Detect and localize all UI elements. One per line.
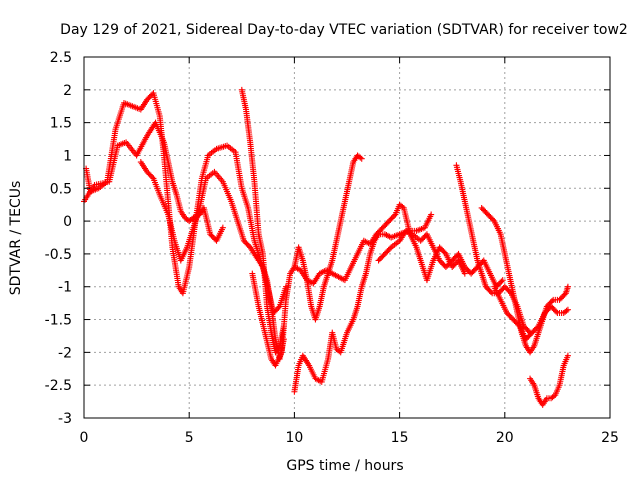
data-point xyxy=(428,211,435,218)
data-point xyxy=(358,155,365,162)
data-point xyxy=(563,307,570,314)
y-tick-label: 2.5 xyxy=(50,50,72,66)
series-sat-h xyxy=(375,227,506,290)
data-point xyxy=(490,216,497,223)
x-tick-label: 20 xyxy=(496,430,514,446)
y-tick-label: -1.5 xyxy=(45,313,72,329)
x-tick-label: 5 xyxy=(185,430,194,446)
grid xyxy=(84,57,610,418)
data-point xyxy=(441,249,448,256)
data-point xyxy=(534,324,541,331)
x-axis-label: GPS time / hours xyxy=(286,458,403,474)
y-tick-label: 0.5 xyxy=(50,181,72,197)
data-point xyxy=(487,288,494,295)
x-tick-label: 10 xyxy=(285,430,303,446)
series-sat-e xyxy=(249,152,365,369)
data-point xyxy=(550,393,557,400)
data-point xyxy=(515,321,522,328)
x-tick-label: 25 xyxy=(601,430,619,446)
y-tick-label: -1 xyxy=(58,280,72,296)
y-tick-label: 2 xyxy=(63,83,72,99)
plot-frame xyxy=(83,56,611,419)
series-sat-f xyxy=(291,211,435,395)
y-tick-label: -0.5 xyxy=(45,247,72,263)
series-sat-k xyxy=(491,283,571,343)
data-point xyxy=(391,212,398,219)
data-point xyxy=(399,203,406,210)
y-tick-label: -2 xyxy=(58,345,72,361)
data-point xyxy=(498,278,505,285)
data-point xyxy=(553,308,560,315)
chart-title: Day 129 of 2021, Sidereal Day-to-day VTE… xyxy=(60,22,628,38)
data-point xyxy=(548,298,555,305)
series-sat-g xyxy=(291,201,468,287)
y-axis-label: SDTVAR / TECUs xyxy=(8,181,24,296)
data-point xyxy=(499,277,506,284)
axes: 0 5 10 15 20 25 -3 -2.5 -2 -1.5 -1 -0.5 0 0.5 1 1.5 2 2.5 xyxy=(45,50,619,446)
y-tick-label: -2.5 xyxy=(45,378,72,394)
series-sat-i xyxy=(453,162,534,336)
data-point xyxy=(275,304,282,311)
y-tick-label: 1.5 xyxy=(50,116,72,132)
series-sat-l xyxy=(527,352,571,408)
y-tick-label: 1 xyxy=(63,148,72,164)
x-tick-label: 15 xyxy=(391,430,409,446)
y-tick-label: -3 xyxy=(58,411,72,427)
data-point xyxy=(357,154,364,161)
series-sat-d xyxy=(238,86,287,356)
series-sat-a xyxy=(81,119,226,244)
x-tick-label: 0 xyxy=(80,430,89,446)
y-tick-label: 0 xyxy=(63,214,72,230)
data-point xyxy=(564,283,571,290)
data-point xyxy=(149,174,156,181)
data-point xyxy=(564,352,571,359)
data-point xyxy=(564,306,571,313)
data-point xyxy=(219,224,226,231)
series-sat-b xyxy=(83,90,287,362)
data-points xyxy=(81,86,571,408)
data-point xyxy=(386,245,393,252)
data-point xyxy=(461,270,468,277)
